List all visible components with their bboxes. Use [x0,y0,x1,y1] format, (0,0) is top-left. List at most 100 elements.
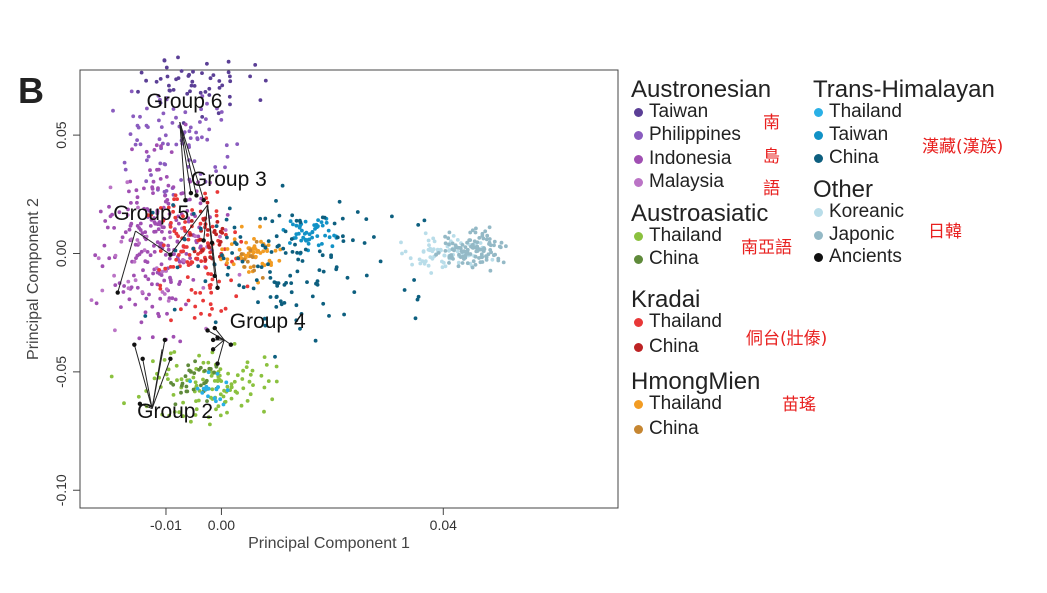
legend-dot [634,130,643,140]
data-point [98,209,103,214]
data-point [174,231,179,236]
data-point [152,244,156,248]
data-point [342,312,346,317]
data-point [183,122,188,127]
data-point [423,231,428,236]
data-point [206,228,210,232]
data-point [162,189,167,194]
data-point [135,195,140,200]
data-point [144,123,149,128]
data-point [146,154,151,159]
data-point [265,249,269,254]
data-point [150,282,154,287]
data-point [158,283,163,288]
data-point [205,399,209,403]
legend-item-other-japonic: Japonic [814,224,895,246]
data-point [94,301,99,306]
ancient-point [201,198,206,203]
data-point [113,283,118,287]
data-point [169,221,173,225]
data-point [323,233,327,238]
legend-item-austronesian-malaysia: Malaysia [634,171,724,193]
data-point [269,260,273,265]
data-point [150,210,155,215]
data-point [293,242,297,247]
data-point [262,409,266,414]
data-point [215,371,220,376]
data-point [199,311,203,316]
data-point [167,83,171,88]
data-point [490,257,495,262]
data-point [223,399,228,404]
data-point [212,396,217,401]
data-point [180,191,185,196]
data-point [200,71,204,75]
data-point [169,381,173,385]
data-point [206,370,211,375]
cjk-label-kradai: 侗台(壯傣) [746,329,828,349]
data-point [127,227,132,232]
data-point [138,142,143,147]
data-point [203,368,207,373]
data-point [128,132,133,137]
data-point [198,226,203,231]
data-point [179,178,184,182]
legend-heading-trans-himalayan: Trans-Himalayan [813,76,995,103]
data-point [179,307,183,312]
data-point [212,370,217,375]
data-point [152,148,157,152]
data-point [262,316,267,321]
ancient-point [162,337,168,343]
legend-heading-kradai: Kradai [631,286,701,313]
data-point [186,263,191,267]
data-point [492,239,497,244]
legend-item-hmongmien-thailand: Thailand [634,393,722,415]
data-point [261,249,266,254]
legend-label: Thailand [649,225,722,246]
data-point [298,326,302,331]
data-point [329,255,333,259]
data-point [332,221,337,226]
data-point [215,220,220,224]
ancient-point [212,325,217,331]
data-point [231,262,236,267]
data-point [210,277,215,282]
data-point [200,115,205,119]
data-point [240,377,245,381]
data-point [145,106,149,111]
data-point [175,197,180,202]
data-point [138,114,142,119]
ancient-point [140,356,145,362]
data-point [176,55,180,60]
data-point [193,304,198,309]
data-point [186,216,191,221]
annotation-line [142,358,153,409]
data-point [442,253,447,258]
data-point [450,241,455,246]
data-point [204,117,208,121]
data-point [277,258,282,263]
data-point [133,278,138,283]
data-point [205,101,209,106]
data-point [211,73,216,77]
data-point [251,286,256,291]
data-point [214,209,219,214]
data-point [410,262,414,267]
data-point [291,222,295,227]
data-point [326,228,331,233]
data-point [264,363,269,367]
data-point [174,363,179,368]
data-point [164,287,169,291]
data-point [195,136,200,141]
data-point [183,228,188,233]
data-point [205,233,210,237]
data-point [229,382,234,386]
data-point [191,375,196,380]
data-point [274,379,279,384]
y-tick-label: -0.10 [53,474,69,506]
data-point [228,74,232,79]
data-point [186,237,191,242]
data-point [187,253,192,257]
data-point [224,217,229,222]
data-point [171,107,176,111]
